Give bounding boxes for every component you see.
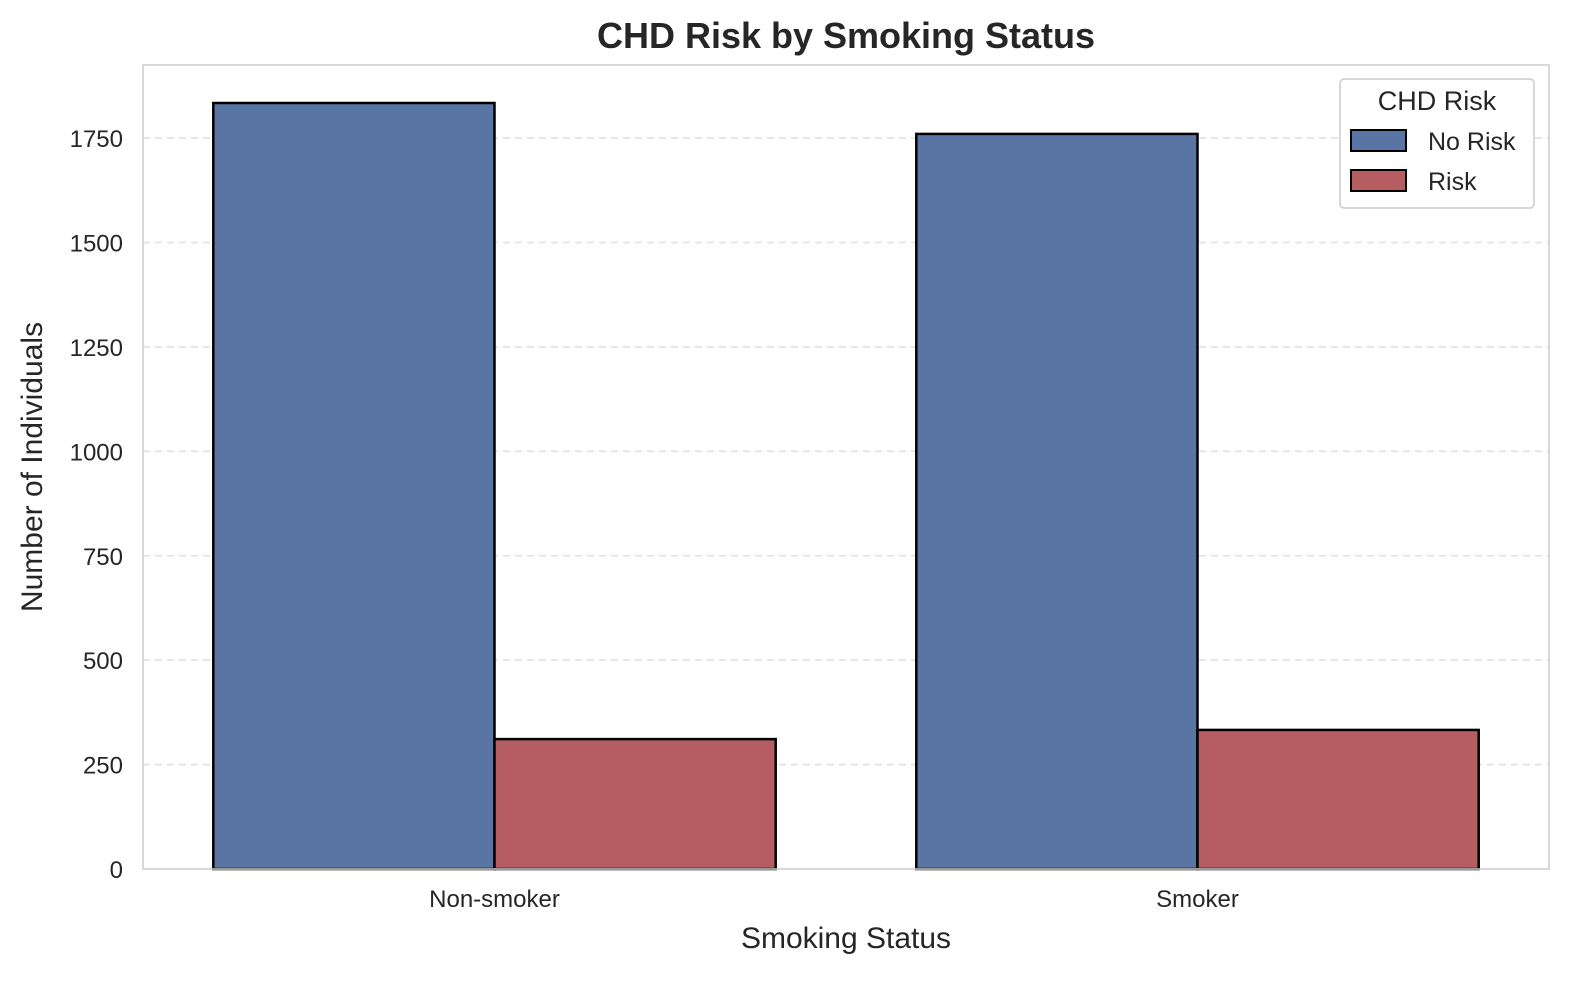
y-axis-label: Number of Individuals [16, 322, 49, 612]
y-tick-label: 1000 [70, 439, 123, 466]
bar-no-risk-non-smoker [212, 101, 496, 871]
y-tick-label: 750 [83, 544, 123, 571]
y-tick-label: 0 [110, 857, 123, 884]
y-tick-label: 1500 [70, 231, 123, 258]
legend-label-risk: Risk [1428, 168, 1477, 196]
legend-title: CHD Risk [1378, 86, 1497, 116]
y-tick-label: 1250 [70, 335, 123, 362]
x-tick-label: Smoker [1156, 886, 1239, 913]
legend: CHD Risk No Risk Risk [1339, 78, 1535, 209]
bars [212, 101, 1480, 871]
chart-title: CHD Risk by Smoking Status [597, 15, 1095, 56]
bar-risk-non-smoker [493, 737, 777, 871]
y-tick-label: 1750 [70, 126, 123, 153]
legend-label-no-risk: No Risk [1428, 128, 1516, 156]
bar-risk-smoker [1196, 728, 1480, 871]
x-axis-label: Smoking Status [741, 922, 951, 955]
x-tick-labels: Non-smoker Smoker [429, 886, 1239, 913]
legend-swatch-no-risk [1350, 129, 1407, 152]
x-tick-label: Non-smoker [429, 886, 560, 913]
y-tick-label: 500 [83, 648, 123, 675]
bar-no-risk-smoker [915, 132, 1199, 871]
plot-frame [142, 64, 1550, 870]
y-tick-labels: 0 250 500 750 1000 1250 1500 1750 [70, 126, 123, 884]
legend-swatch-risk [1350, 169, 1407, 192]
y-tick-label: 250 [83, 753, 123, 780]
